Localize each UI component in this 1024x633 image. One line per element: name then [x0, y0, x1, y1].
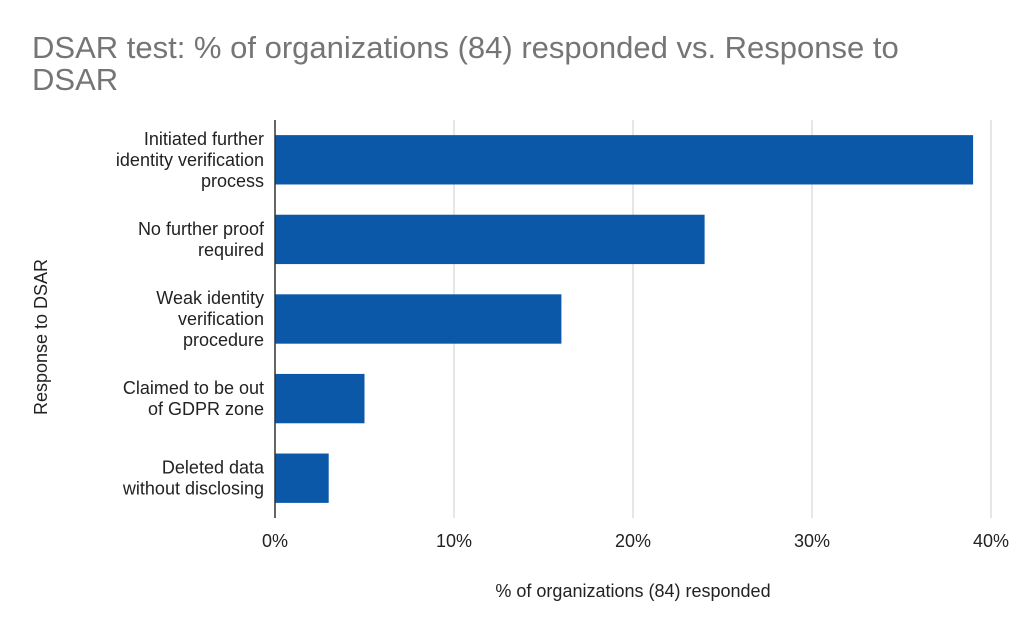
x-tick-label: 30%	[794, 531, 830, 551]
x-tick-label: 40%	[973, 531, 1009, 551]
chart-title-line: DSAR	[32, 62, 118, 97]
chart-title: DSAR test: % of organizations (84) respo…	[32, 30, 899, 97]
category-label: Weak identity	[156, 288, 264, 308]
x-tick-label: 0%	[262, 531, 288, 551]
x-axis-title: % of organizations (84) responded	[495, 581, 770, 601]
x-tick-label: 20%	[615, 531, 651, 551]
category-label: Deleted data	[162, 458, 265, 478]
bar	[275, 135, 974, 185]
bar	[275, 373, 365, 424]
bar	[275, 214, 705, 265]
bars	[275, 135, 974, 503]
category-label: verification	[178, 309, 264, 329]
x-tick-label: 10%	[436, 531, 472, 551]
category-label: of GDPR zone	[148, 399, 264, 419]
category-label: procedure	[183, 330, 264, 350]
category-label: without disclosing	[122, 479, 264, 499]
category-label: Initiated further	[144, 129, 264, 149]
bar	[275, 294, 562, 344]
category-label: process	[201, 171, 264, 191]
chart-title-line: DSAR test: % of organizations (84) respo…	[32, 30, 899, 65]
category-label: Claimed to be out	[123, 378, 264, 398]
category-label: No further proof	[138, 219, 265, 239]
y-axis-title: Response to DSAR	[31, 259, 51, 415]
x-tick-labels: 0% 10% 20% 30% 40%	[262, 531, 1009, 551]
category-label: identity verification	[116, 150, 264, 170]
bar	[275, 453, 329, 503]
category-label: required	[198, 240, 264, 260]
